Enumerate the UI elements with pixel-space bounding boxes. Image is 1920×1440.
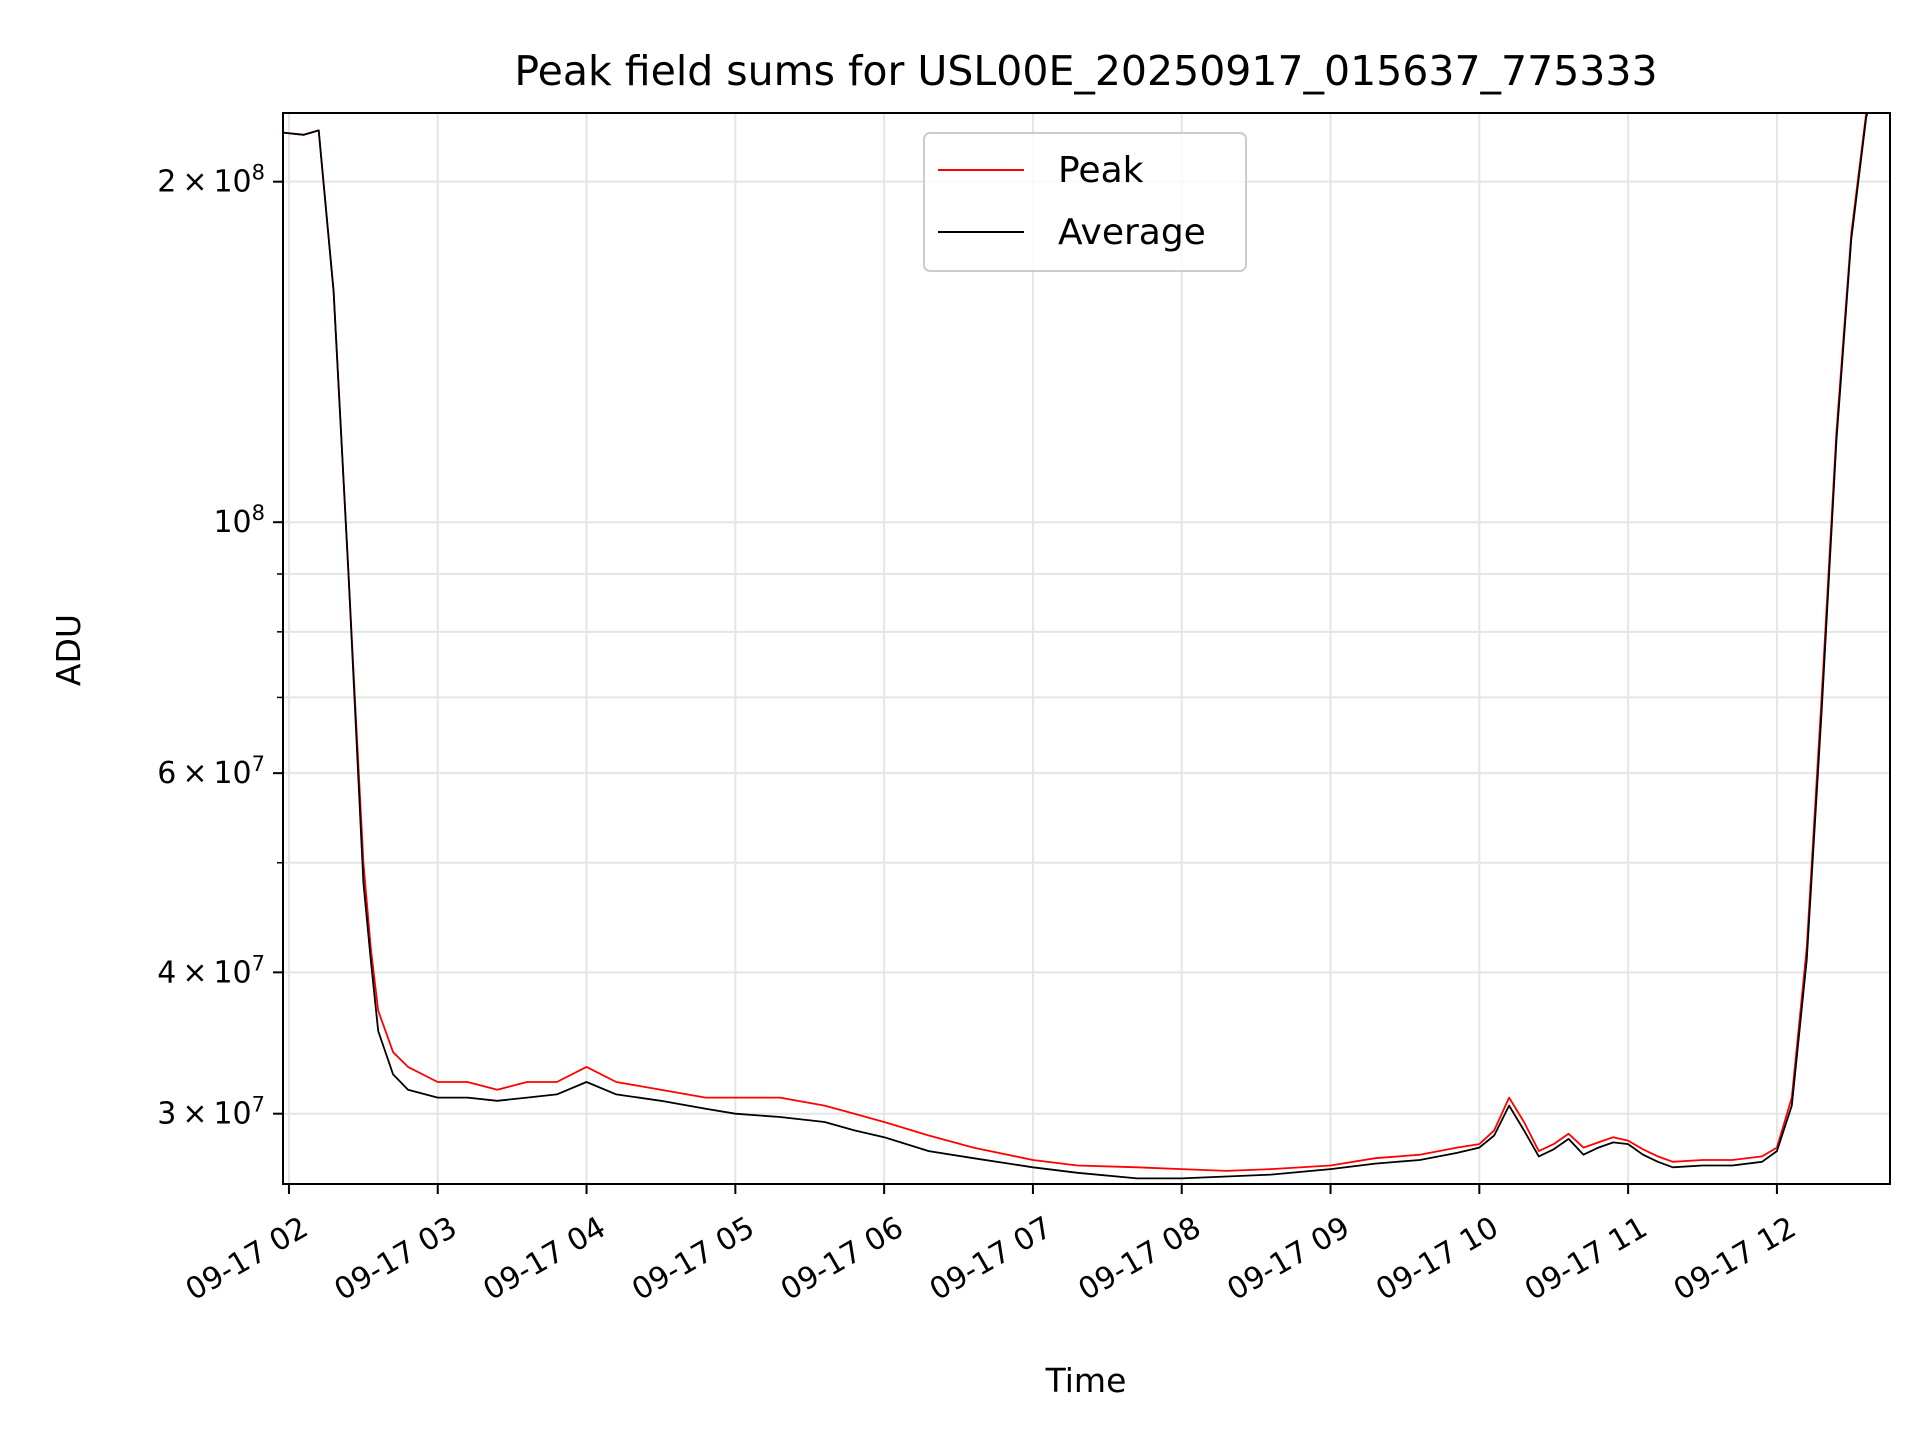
y-tick-label: 2 × 108 <box>157 161 265 200</box>
x-axis-label: Time <box>1045 1361 1127 1400</box>
legend-average-label: Average <box>1058 212 1206 253</box>
average-series-line <box>283 113 1869 1180</box>
y-tick-label: 4 × 107 <box>157 951 265 990</box>
y-axis-ticks: 3 × 107 4 × 107 6 × 107 108 2 × 108 <box>157 161 283 1132</box>
y-axis-label: ADU <box>49 614 88 686</box>
grid <box>283 113 1890 1184</box>
plot-frame <box>282 112 1891 1185</box>
chart-title: Peak field sums for USL00E_20250917_0156… <box>514 47 1657 95</box>
legend-box <box>923 132 1247 272</box>
y-tick-label: 6 × 107 <box>157 752 265 791</box>
y-tick-label: 3 × 107 <box>157 1093 265 1132</box>
legend: Peak Average <box>923 132 1247 272</box>
peak-series-line <box>283 113 1868 1172</box>
y-tick-label: 108 <box>213 501 265 540</box>
series-group <box>283 113 1869 1180</box>
legend-peak-label: Peak <box>1058 150 1144 191</box>
